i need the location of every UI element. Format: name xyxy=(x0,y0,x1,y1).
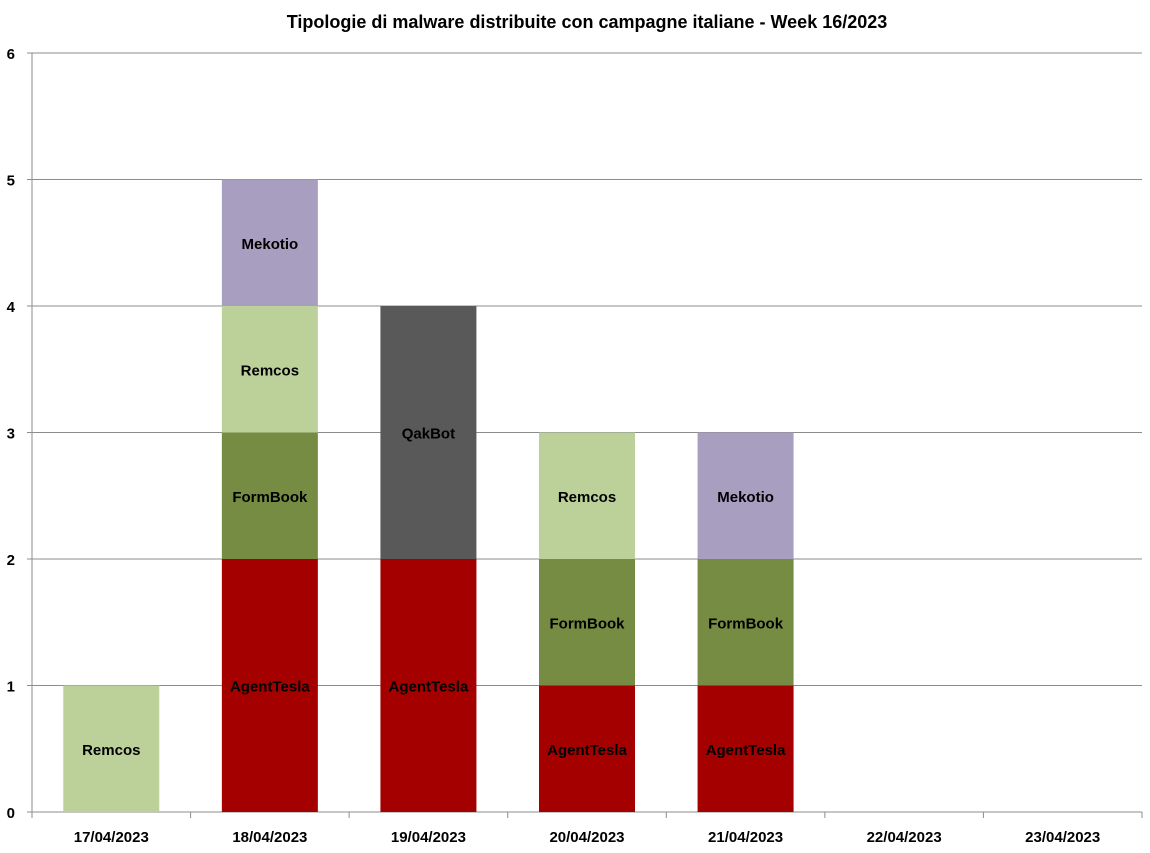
data-label: QakBot xyxy=(402,426,455,443)
x-tick-label: 22/04/2023 xyxy=(867,829,942,846)
data-label: AgentTesla xyxy=(389,679,469,696)
x-tick-label: 18/04/2023 xyxy=(232,829,307,846)
bar-segment-mekotio xyxy=(697,432,794,559)
bar-segment-formbook xyxy=(697,559,794,686)
x-tick-label: 23/04/2023 xyxy=(1025,829,1100,846)
bar-segment-remcos xyxy=(221,306,318,433)
bar-segment-agenttesla xyxy=(221,559,318,812)
bar-segment-agenttesla xyxy=(539,685,635,812)
y-tick-label: 1 xyxy=(7,679,15,696)
data-label: Remcos xyxy=(82,742,140,759)
data-label: AgentTesla xyxy=(547,742,627,759)
data-label: Mekotio xyxy=(717,489,774,506)
y-tick-label: 4 xyxy=(7,299,16,316)
bar-segment-formbook xyxy=(221,432,318,559)
data-label: Remcos xyxy=(558,489,616,506)
data-label: Mekotio xyxy=(242,236,299,253)
x-tick-label: 17/04/2023 xyxy=(74,829,149,846)
data-label: AgentTesla xyxy=(230,679,310,696)
y-tick-label: 5 xyxy=(7,173,15,190)
data-label: FormBook xyxy=(232,489,308,506)
data-label: AgentTesla xyxy=(706,742,786,759)
x-tick-label: 20/04/2023 xyxy=(549,829,624,846)
bar-segment-formbook xyxy=(539,559,635,686)
y-tick-label: 0 xyxy=(7,805,15,822)
bar-segment-qakbot xyxy=(380,306,477,559)
data-label: FormBook xyxy=(708,615,784,632)
data-label: Remcos xyxy=(241,362,299,379)
x-tick-label: 19/04/2023 xyxy=(391,829,466,846)
y-tick-label: 2 xyxy=(7,552,15,569)
bar-segment-remcos xyxy=(63,685,160,812)
chart-title: Tipologie di malware distribuite con cam… xyxy=(286,12,888,32)
bar-segment-agenttesla xyxy=(380,559,477,812)
data-label: FormBook xyxy=(550,615,626,632)
bar-segment-agenttesla xyxy=(697,685,794,812)
bar-segment-remcos xyxy=(539,432,635,559)
y-tick-label: 6 xyxy=(7,46,15,63)
x-tick-label: 21/04/2023 xyxy=(708,829,783,846)
bar-segment-mekotio xyxy=(221,179,318,306)
y-tick-label: 3 xyxy=(7,426,15,443)
